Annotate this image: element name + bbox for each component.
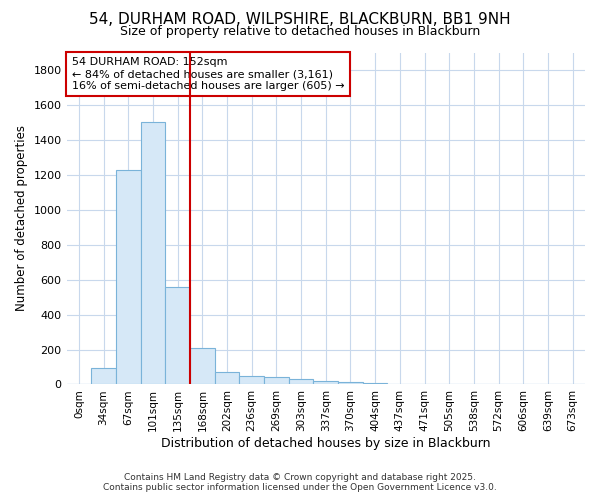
- Bar: [239, 376, 264, 384]
- Text: 54 DURHAM ROAD: 152sqm
← 84% of detached houses are smaller (3,161)
16% of semi-: 54 DURHAM ROAD: 152sqm ← 84% of detached…: [72, 58, 344, 90]
- Text: Size of property relative to detached houses in Blackburn: Size of property relative to detached ho…: [120, 25, 480, 38]
- Text: Contains HM Land Registry data © Crown copyright and database right 2025.
Contai: Contains HM Land Registry data © Crown c…: [103, 473, 497, 492]
- Bar: [190, 348, 215, 385]
- Bar: [140, 122, 165, 384]
- Text: 54, DURHAM ROAD, WILPSHIRE, BLACKBURN, BB1 9NH: 54, DURHAM ROAD, WILPSHIRE, BLACKBURN, B…: [89, 12, 511, 28]
- X-axis label: Distribution of detached houses by size in Blackburn: Distribution of detached houses by size …: [161, 437, 491, 450]
- Bar: [215, 372, 239, 384]
- Bar: [264, 378, 289, 384]
- Bar: [116, 170, 140, 384]
- Bar: [165, 286, 190, 384]
- Y-axis label: Number of detached properties: Number of detached properties: [15, 126, 28, 312]
- Bar: [338, 382, 363, 384]
- Bar: [289, 378, 313, 384]
- Bar: [91, 368, 116, 384]
- Bar: [313, 380, 338, 384]
- Bar: [363, 383, 388, 384]
